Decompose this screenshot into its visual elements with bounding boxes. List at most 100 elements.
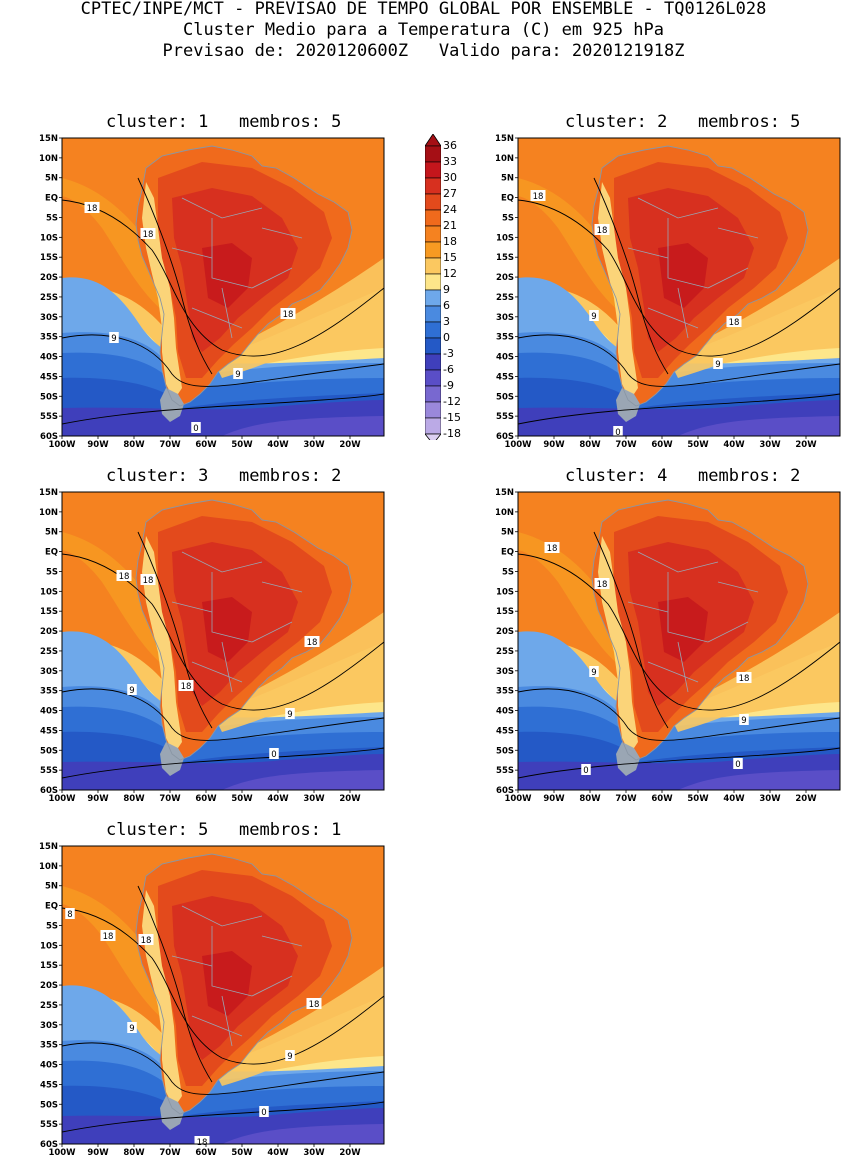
panel-title: cluster: 1 membros: 5	[106, 112, 342, 132]
svg-text:18: 18	[119, 572, 130, 582]
lon-tick-label: 30W	[303, 794, 325, 804]
colorbar-swatch	[424, 353, 442, 371]
contour-label: 9	[713, 358, 723, 370]
colorbar-label: 18	[443, 235, 457, 248]
lat-tick-label: EQ	[501, 194, 514, 204]
svg-text:18: 18	[729, 318, 740, 328]
lon-tick-label: 50W	[231, 794, 253, 804]
colorbar-swatch	[424, 145, 442, 163]
lat-tick-label: 10N	[495, 154, 514, 164]
contour-label: 0	[581, 764, 591, 776]
contour-label: 9	[589, 310, 599, 322]
lat-tick-label: 15S	[40, 961, 58, 971]
panel-title: cluster: 2 membros: 5	[565, 112, 801, 132]
lon-tick-label: 90W	[87, 1148, 109, 1158]
lon-tick-label: 80W	[579, 794, 601, 804]
lat-tick-label: 40S	[40, 353, 58, 363]
lat-tick-label: 10N	[495, 508, 514, 518]
contour-label: 18	[140, 574, 156, 586]
lon-tick-label: 40W	[267, 440, 289, 450]
lat-tick-label: 35S	[496, 333, 514, 343]
colorbar-label: 6	[443, 299, 450, 312]
contour-label: 9	[739, 714, 749, 726]
colorbar-swatch	[424, 257, 442, 275]
header-line-3: Previsao de: 2020120600Z Valido para: 20…	[162, 41, 685, 61]
contour-label: 18	[100, 930, 116, 942]
contour-label: 9	[127, 1022, 137, 1034]
svg-text:18: 18	[309, 1000, 320, 1010]
lat-tick-label: 15N	[39, 842, 58, 852]
colorbar-swatch	[424, 369, 442, 387]
svg-text:18: 18	[307, 638, 318, 648]
lat-tick-label: 5N	[45, 528, 58, 538]
lat-tick-label: 30S	[40, 667, 58, 677]
svg-text:0: 0	[583, 766, 588, 776]
contour-label: 18	[306, 998, 322, 1010]
contour-label: 18	[594, 578, 610, 590]
lat-tick-label: 30S	[496, 313, 514, 323]
lon-tick-label: 50W	[687, 794, 709, 804]
contour-label: 9	[285, 1050, 295, 1062]
lat-tick-label: 15S	[40, 253, 58, 263]
lat-tick-label: 15N	[39, 488, 58, 498]
lat-tick-label: 45S	[40, 1080, 58, 1090]
lon-tick-label: 70W	[159, 794, 181, 804]
lat-tick-label: 20S	[40, 981, 58, 991]
lon-tick-label: 80W	[123, 440, 145, 450]
colorbar-swatch	[424, 289, 442, 307]
lat-tick-label: 15N	[495, 488, 514, 498]
contour-label: 0	[613, 426, 623, 438]
svg-text:18: 18	[197, 1138, 208, 1148]
contour-label: 18	[280, 308, 296, 320]
svg-text:0: 0	[193, 424, 198, 434]
lat-tick-label: 35S	[40, 1041, 58, 1051]
lon-tick-label: 80W	[123, 1148, 145, 1158]
lat-tick-label: 50S	[40, 392, 58, 402]
lat-tick-label: 40S	[40, 707, 58, 717]
svg-text:9: 9	[741, 716, 746, 726]
cluster-map-panel: 18 18 18 18 9 9 0 15N 10N 5N EQ 5S 10S 15S 20S 25S 30S 35…	[28, 488, 390, 806]
colorbar-swatch	[424, 401, 442, 419]
lon-tick-label: 20W	[339, 1148, 361, 1158]
lat-tick-label: 10S	[40, 233, 58, 243]
lat-tick-label: 20S	[496, 273, 514, 283]
lon-tick-label: 70W	[615, 440, 637, 450]
svg-text:18: 18	[547, 544, 558, 554]
svg-text:18: 18	[739, 674, 750, 684]
svg-text:0: 0	[735, 760, 740, 770]
lat-tick-label: 25S	[40, 1001, 58, 1011]
lat-tick-label: 5S	[502, 567, 514, 577]
lat-tick-label: 25S	[496, 293, 514, 303]
panel-title: cluster: 3 membros: 2	[106, 466, 342, 486]
lat-tick-label: 50S	[40, 1100, 58, 1110]
contour-label: 0	[259, 1106, 269, 1118]
colorbar-swatch	[424, 417, 442, 435]
colorbar-label: -3	[443, 347, 454, 360]
colorbar-swatch	[424, 177, 442, 195]
contour-label: 18	[726, 316, 742, 328]
colorbar-swatch	[424, 209, 442, 227]
contour-label: 9	[285, 708, 295, 720]
colorbar-label: 21	[443, 219, 457, 232]
colorbar-label: -6	[443, 363, 454, 376]
lon-tick-label: 60W	[195, 794, 217, 804]
lat-tick-label: 10N	[39, 508, 58, 518]
lat-tick-label: 45S	[40, 372, 58, 382]
colorbar-swatch	[424, 305, 442, 323]
lon-tick-label: 100W	[504, 440, 532, 450]
svg-text:18: 18	[283, 310, 294, 320]
svg-text:18: 18	[181, 682, 192, 692]
lat-tick-label: 45S	[40, 726, 58, 736]
lat-tick-label: 15S	[496, 253, 514, 263]
lat-tick-label: 20S	[40, 627, 58, 637]
lon-tick-label: 30W	[303, 1148, 325, 1158]
svg-text:0: 0	[271, 750, 276, 760]
contour-label: 18	[84, 202, 100, 214]
colorbar-label: 27	[443, 187, 457, 200]
lat-tick-label: 30S	[40, 313, 58, 323]
lon-tick-label: 60W	[651, 440, 673, 450]
contour-label: 9	[109, 332, 119, 344]
lat-tick-label: 5S	[46, 213, 58, 223]
lat-tick-label: 10S	[496, 587, 514, 597]
lon-tick-label: 50W	[687, 440, 709, 450]
